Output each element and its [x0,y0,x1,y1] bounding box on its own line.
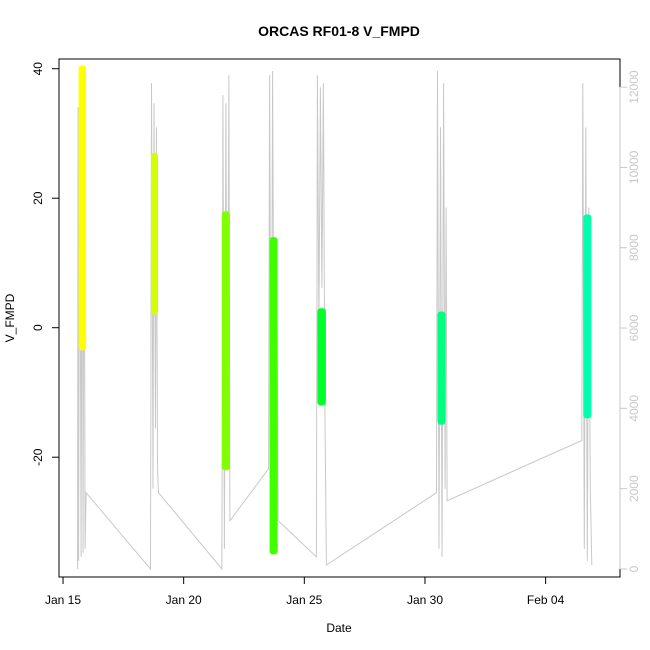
y2-tick-label: 8000 [627,234,641,261]
altitude-line [77,70,593,571]
x-tick-label: Jan 20 [166,593,202,607]
series-trace [583,214,592,419]
y2-tick-label: 4000 [627,395,641,422]
x-tick-label: Feb 04 [527,593,565,607]
y-axis-label: V_FMPD [3,293,17,342]
y-tick-label: 40 [31,62,45,76]
y2-tick-label: 6000 [627,314,641,341]
chart-title: ORCAS RF01-8 V_FMPD [258,23,420,39]
y2-tick-label: 2000 [627,475,641,502]
series-trace [437,311,446,425]
series-trace [78,65,87,351]
y-tick-label: -20 [31,448,45,466]
series-trace [317,308,326,406]
series-trace [151,152,158,315]
y2-tick-label: 10000 [627,150,641,184]
y2-tick-label: 0 [627,565,641,572]
plot-frame [58,58,621,578]
series-trace [269,237,278,555]
series-trace [221,211,230,471]
y-tick-label: 20 [31,191,45,205]
axes: -20 0 20 40 0 2000 4000 6000 8000 10000 12000 Jan 1… [31,62,641,607]
x-tick-label: Jan 15 [45,593,81,607]
x-tick-label: Jan 30 [407,593,443,607]
x-tick-label: Jan 25 [286,593,322,607]
plot-traces [77,65,593,571]
x-axis-label: Date [326,621,352,635]
y2-tick-label: 12000 [627,70,641,104]
y-tick-label: 0 [31,324,45,331]
